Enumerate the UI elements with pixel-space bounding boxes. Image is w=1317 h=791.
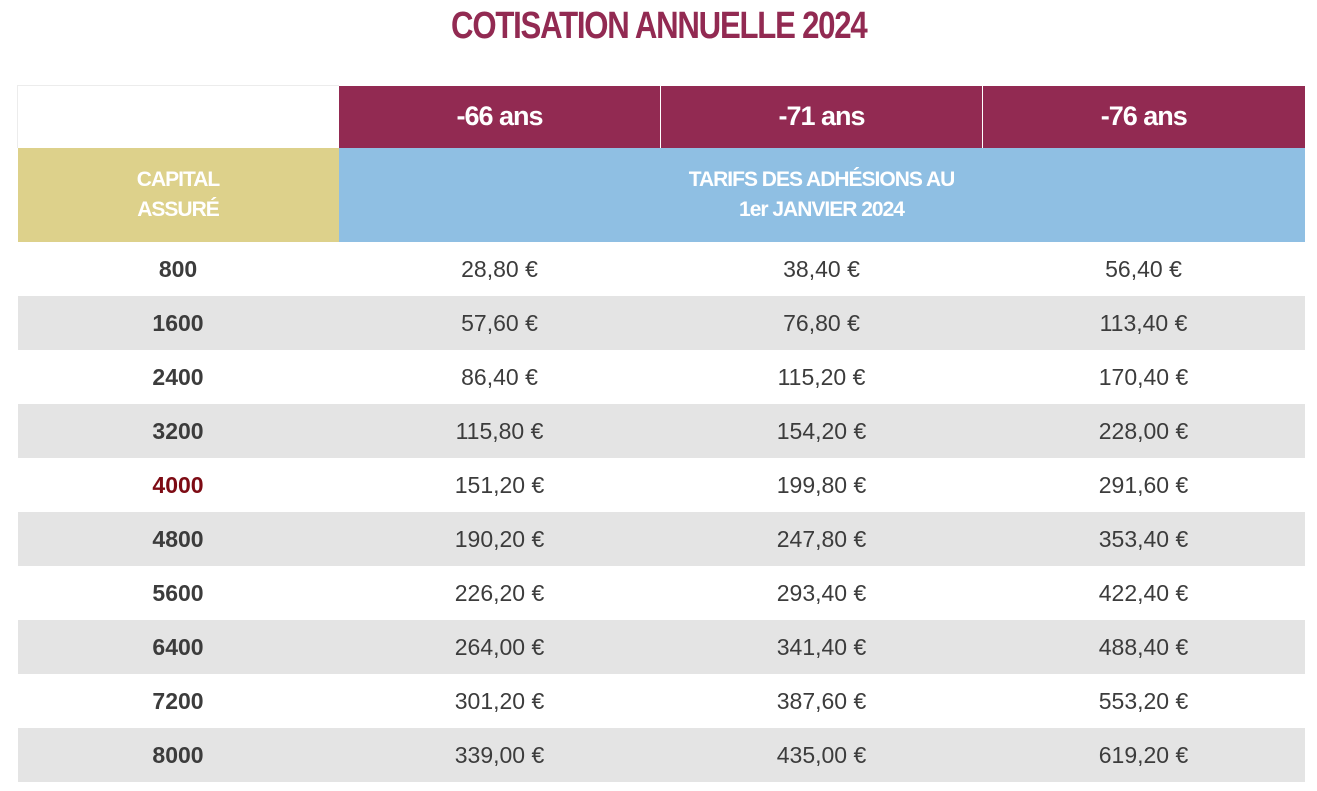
price-cell: 190,20 €: [338, 512, 661, 566]
capital-cell: 2400: [17, 350, 339, 404]
price-cell: 339,00 €: [338, 728, 661, 782]
capital-cell: 7200: [17, 674, 339, 728]
price-cell: 264,00 €: [338, 620, 661, 674]
page-title: COTISATION ANNUELLE 2024: [451, 5, 868, 47]
tarif-header-line: TARIFS DES ADHÉSIONS AU: [688, 168, 956, 191]
price-cell: 387,60 €: [660, 674, 983, 728]
price-cell: 293,40 €: [660, 566, 983, 620]
capital-header: CAPITAL ASSURÉ: [17, 148, 339, 242]
price-cell: 115,80 €: [338, 404, 661, 458]
price-cell: 28,80 €: [338, 242, 661, 296]
price-cell: 86,40 €: [338, 350, 661, 404]
table-row: 2400 86,40 €115,20 €170,40 €: [17, 350, 1305, 404]
price-cell: 154,20 €: [660, 404, 983, 458]
capital-cell: 4800: [17, 512, 339, 566]
price-cell: 151,20 €: [338, 458, 661, 512]
tarif-header-line: 1er JANVIER 2024: [739, 198, 905, 221]
price-cell: 115,20 €: [660, 350, 983, 404]
capital-cell: 5600: [17, 566, 339, 620]
capital-cell: 1600: [17, 296, 339, 350]
capital-cell: 3200: [17, 404, 339, 458]
tarif-body: 800 28,80 €38,40 €56,40 €1600 57,60 €76,80…: [17, 242, 1305, 782]
capital-header-line: CAPITAL: [136, 168, 220, 191]
table-row: 7200 301,20 €387,60 €553,20 €: [17, 674, 1305, 728]
price-cell: 553,20 €: [982, 674, 1305, 728]
age-column-header: -71 ans: [660, 85, 983, 148]
price-cell: 301,20 €: [338, 674, 661, 728]
price-cell: 422,40 €: [982, 566, 1305, 620]
price-cell: 226,20 €: [338, 566, 661, 620]
table-row: 800 28,80 €38,40 €56,40 €: [17, 242, 1305, 296]
capital-cell: 4000: [17, 458, 339, 512]
table-row: 4000 151,20 €199,80 €291,60 €: [17, 458, 1305, 512]
age-column-header: -76 ans: [982, 85, 1305, 148]
age-header-row: -66 ans -71 ans -76 ans: [17, 85, 1305, 148]
price-cell: 247,80 €: [660, 512, 983, 566]
price-cell: 341,40 €: [660, 620, 983, 674]
price-cell: 57,60 €: [338, 296, 661, 350]
capital-cell: 8000: [17, 728, 339, 782]
price-cell: 619,20 €: [982, 728, 1305, 782]
price-cell: 113,40 €: [982, 296, 1305, 350]
price-cell: 76,80 €: [660, 296, 983, 350]
price-cell: 435,00 €: [660, 728, 983, 782]
table-row: 8000 339,00 €435,00 €619,20 €: [17, 728, 1305, 782]
tarif-header: TARIFS DES ADHÉSIONS AU 1er JANVIER 2024: [338, 148, 1305, 242]
table-corner: [17, 85, 339, 148]
table-row: 1600 57,60 €76,80 €113,40 €: [17, 296, 1305, 350]
age-column-header: -66 ans: [338, 85, 661, 148]
capital-cell: 6400: [17, 620, 339, 674]
price-cell: 291,60 €: [982, 458, 1305, 512]
table-row: 5600 226,20 €293,40 €422,40 €: [17, 566, 1305, 620]
price-cell: 199,80 €: [660, 458, 983, 512]
table-row: 4800 190,20 €247,80 €353,40 €: [17, 512, 1305, 566]
table-row: 3200 115,80 €154,20 €228,00 €: [17, 404, 1305, 458]
sub-header-row: CAPITAL ASSURÉ TARIFS DES ADHÉSIONS AU 1…: [17, 148, 1305, 242]
price-cell: 170,40 €: [982, 350, 1305, 404]
price-cell: 228,00 €: [982, 404, 1305, 458]
table-row: 6400 264,00 €341,40 €488,40 €: [17, 620, 1305, 674]
tarif-table: -66 ans -71 ans -76 ans CAPITAL ASSURÉ T…: [17, 85, 1305, 782]
capital-header-line: ASSURÉ: [137, 198, 220, 221]
price-cell: 56,40 €: [982, 242, 1305, 296]
price-cell: 353,40 €: [982, 512, 1305, 566]
price-cell: 38,40 €: [660, 242, 983, 296]
price-cell: 488,40 €: [982, 620, 1305, 674]
capital-cell: 800: [17, 242, 339, 296]
